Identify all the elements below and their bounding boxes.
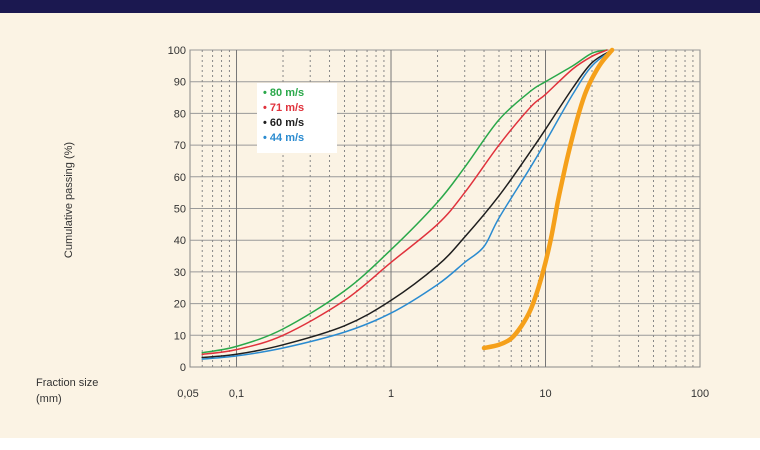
y-tick-label: 30 xyxy=(174,267,186,279)
series-layer xyxy=(201,47,615,360)
legend-entry: • 80 m/s xyxy=(263,87,304,99)
legend-entry: • 44 m/s xyxy=(263,132,304,144)
y-axis-label: Cumulative passing (%) xyxy=(63,142,75,258)
series-line-80-m-s xyxy=(201,49,608,354)
y-tick-label: 80 xyxy=(174,108,186,120)
legend-entry: • 71 m/s xyxy=(263,102,304,114)
tick-layer: 0 10 20 30 40 50 60 70 80 90 100 0,05 0,1 1 10 100 xyxy=(168,45,710,400)
legend-box xyxy=(257,83,337,153)
x-tick-label: 1 xyxy=(388,388,394,400)
y-tick-label: 70 xyxy=(174,140,186,152)
x-axis-label-line2: (mm) xyxy=(36,393,62,405)
x-tick-label: 10 xyxy=(539,388,551,400)
y-tick-label: 0 xyxy=(180,362,186,374)
top-banner xyxy=(0,0,760,13)
x-axis-label-line1: Fraction size xyxy=(36,377,98,389)
legend: • 80 m/s • 71 m/s • 60 m/s • 44 m/s xyxy=(257,83,337,153)
y-tick-label: 90 xyxy=(174,77,186,89)
x-tick-label: 100 xyxy=(691,388,709,400)
y-tick-label: 100 xyxy=(168,45,186,57)
legend-entry: • 60 m/s xyxy=(263,117,304,129)
x-tick-label: 0,05 xyxy=(177,388,198,400)
series-line-bold-orange xyxy=(481,47,615,351)
series-line-71-m-s xyxy=(201,49,608,356)
label-layer: Cumulative passing (%) Fraction size (mm… xyxy=(36,142,98,405)
series-line-44-m-s xyxy=(201,49,613,360)
x-tick-label: 0,1 xyxy=(229,388,244,400)
series-line-60-m-s xyxy=(201,49,613,359)
y-tick-label: 50 xyxy=(174,204,186,216)
y-tick-label: 60 xyxy=(174,172,186,184)
y-tick-label: 40 xyxy=(174,235,186,247)
y-tick-label: 20 xyxy=(174,299,186,311)
y-tick-label: 10 xyxy=(174,330,186,342)
figure-bottom-edge xyxy=(0,438,760,450)
